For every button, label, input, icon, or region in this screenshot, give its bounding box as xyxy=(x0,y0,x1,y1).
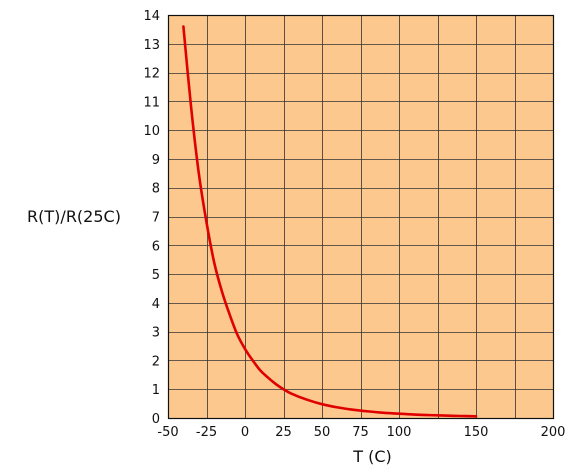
y-tick-label: 2 xyxy=(152,354,160,369)
x-tick-label: 150 xyxy=(464,425,489,440)
y-tick-label: 8 xyxy=(152,182,160,197)
y-tick-label: 7 xyxy=(152,211,160,226)
y-tick-label: 5 xyxy=(152,268,160,283)
y-tick-label: 6 xyxy=(152,239,160,254)
y-axis-label: R(T)/R(25C) xyxy=(27,207,121,226)
y-tick-label: 12 xyxy=(143,67,160,82)
y-tick-label: 4 xyxy=(152,297,160,312)
x-tick-label: 75 xyxy=(352,425,369,440)
x-tick-label: -50 xyxy=(157,425,178,440)
y-tick-label: 14 xyxy=(143,9,160,24)
x-tick-label: 25 xyxy=(275,425,292,440)
x-tick-label: -25 xyxy=(196,425,217,440)
plot-area xyxy=(168,15,553,418)
y-tick-label: 3 xyxy=(152,326,160,341)
x-tick-label: 50 xyxy=(314,425,331,440)
x-tick-label: 100 xyxy=(387,425,412,440)
y-tick-label: 0 xyxy=(152,412,160,427)
x-axis-ticks: -50 -25 0 25 50 75 100 150 200 xyxy=(157,425,565,440)
x-tick-label: 200 xyxy=(541,425,566,440)
y-tick-label: 1 xyxy=(152,383,160,398)
y-tick-label: 9 xyxy=(152,153,160,168)
y-tick-label: 13 xyxy=(143,38,160,53)
x-tick-label: 0 xyxy=(241,425,249,440)
y-tick-label: 11 xyxy=(143,95,160,110)
y-tick-label: 10 xyxy=(143,124,160,139)
x-axis-label: T (C) xyxy=(352,447,392,466)
